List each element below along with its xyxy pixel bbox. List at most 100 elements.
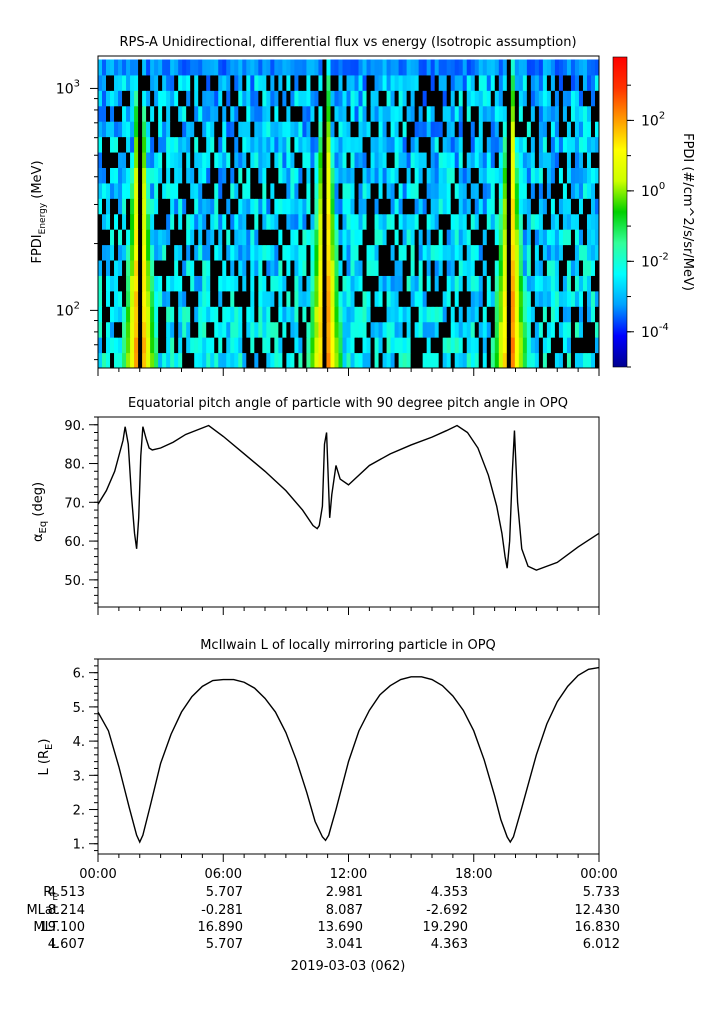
spectrogram-cell: [122, 167, 127, 184]
spectrogram-cell: [102, 290, 107, 307]
spectrogram-cell: [306, 306, 311, 323]
pitch-angle-y-tick-label: 90.: [64, 419, 85, 434]
spectrogram-cell: [558, 321, 564, 338]
spectrogram-cell: [466, 105, 472, 122]
spectrogram-cell: [282, 352, 287, 368]
spectrogram-cell: [138, 152, 143, 168]
spectrogram-cell: [414, 121, 420, 138]
spectrogram-cell: [278, 260, 283, 276]
spectrogram-cell: [442, 152, 448, 168]
spectrogram-cell: [130, 59, 135, 76]
spectrogram-cell: [474, 74, 480, 91]
spectrogram-cell: [318, 74, 323, 91]
spectrogram-cell: [470, 275, 476, 292]
spectrogram-cell: [222, 260, 227, 276]
spectrogram-cell: [318, 275, 323, 292]
spectrogram-cell: [162, 59, 167, 76]
spectrogram-cell: [398, 275, 404, 292]
spectrogram-cell: [210, 167, 215, 184]
ephemeris-value: 8.087: [326, 903, 363, 918]
spectrogram-cell: [354, 152, 360, 168]
spectrogram-cell: [194, 352, 199, 368]
spectrogram-cell: [178, 244, 183, 261]
spectrogram-cell: [298, 90, 303, 107]
spectrogram-cell: [258, 229, 263, 246]
spectrogram-cell: [354, 352, 360, 368]
spectrogram-cell: [298, 337, 303, 354]
spectrogram-cell: [506, 244, 512, 261]
spectrogram-cell: [246, 321, 251, 338]
spectrogram-cell: [186, 275, 191, 292]
spectrogram-cell: [478, 275, 484, 292]
spectrogram-cell: [122, 59, 127, 76]
spectrogram-cell: [314, 74, 319, 91]
spectrogram-cell: [310, 229, 315, 246]
spectrogram-cell: [162, 260, 167, 276]
spectrogram-cell: [586, 244, 592, 261]
spectrogram-cell: [254, 337, 259, 354]
spectrogram-cell: [402, 275, 408, 292]
spectrogram-cell: [390, 105, 396, 122]
spectrogram-cell: [314, 275, 319, 292]
spectrogram-cell: [410, 152, 416, 168]
spectrogram-cell: [194, 213, 199, 230]
spectrogram-cell: [126, 198, 131, 215]
spectrogram-cell: [202, 121, 207, 138]
spectrogram-cell: [274, 306, 279, 323]
spectrogram-cell: [238, 290, 243, 307]
spectrogram-cell: [554, 260, 560, 276]
spectrogram-cell: [182, 152, 187, 168]
spectrogram-cell: [582, 121, 588, 138]
spectrogram-cell: [286, 152, 291, 168]
spectrogram-cell: [330, 275, 335, 292]
spectrogram-cell: [338, 152, 343, 168]
spectrogram-cell: [278, 198, 283, 215]
ephemeris-value: 19.290: [423, 920, 469, 935]
spectrogram-cell: [230, 152, 235, 168]
spectrogram-cell: [562, 337, 568, 354]
spectrogram-cell: [434, 290, 440, 307]
spectrogram-cell: [494, 182, 500, 199]
spectrogram-cell: [578, 260, 584, 276]
spectrogram-cell: [166, 260, 171, 276]
spectrogram-cell: [334, 352, 339, 368]
spectrogram-cell: [154, 152, 159, 168]
spectrogram-cell: [350, 182, 356, 199]
spectrogram-cell: [206, 198, 211, 215]
spectrogram-cell: [454, 136, 460, 153]
spectrogram-cell: [274, 321, 279, 338]
spectrogram-cell: [290, 152, 295, 168]
spectrogram-cell: [390, 260, 396, 276]
spectrogram-cell: [586, 275, 592, 292]
spectrogram-cell: [178, 213, 183, 230]
spectrogram-cell: [182, 275, 187, 292]
spectrogram-cell: [398, 167, 404, 184]
spectrogram-cell: [306, 244, 311, 261]
spectrogram-cell: [306, 182, 311, 199]
spectrogram-cell: [470, 198, 476, 215]
spectrogram-cell: [330, 105, 335, 122]
spectrogram-cell: [406, 105, 412, 122]
spectrogram-cell: [110, 337, 115, 354]
spectrogram-cell: [142, 152, 147, 168]
spectrogram-cell: [170, 275, 175, 292]
spectrogram-cell: [262, 275, 267, 292]
spectrogram-cell: [474, 152, 480, 168]
spectrogram-cell: [210, 90, 215, 107]
spectrogram-cell: [366, 121, 372, 138]
spectrogram-cell: [450, 244, 456, 261]
spectrogram-cell: [482, 167, 488, 184]
spectrogram-cell: [326, 167, 331, 184]
spectrogram-cell: [590, 152, 596, 168]
spectrogram-cell: [454, 198, 460, 215]
spectrogram-cell: [354, 136, 360, 153]
spectrogram-cell: [186, 290, 191, 307]
spectrogram-cell: [250, 121, 255, 138]
spectrogram-cell: [126, 321, 131, 338]
spectrogram-cell: [310, 105, 315, 122]
spectrogram-cell: [310, 244, 315, 261]
spectrogram-cell: [150, 337, 155, 354]
spectrogram-cell: [446, 321, 452, 338]
spectrogram-cell: [322, 352, 327, 368]
spectrogram-cell: [378, 275, 384, 292]
